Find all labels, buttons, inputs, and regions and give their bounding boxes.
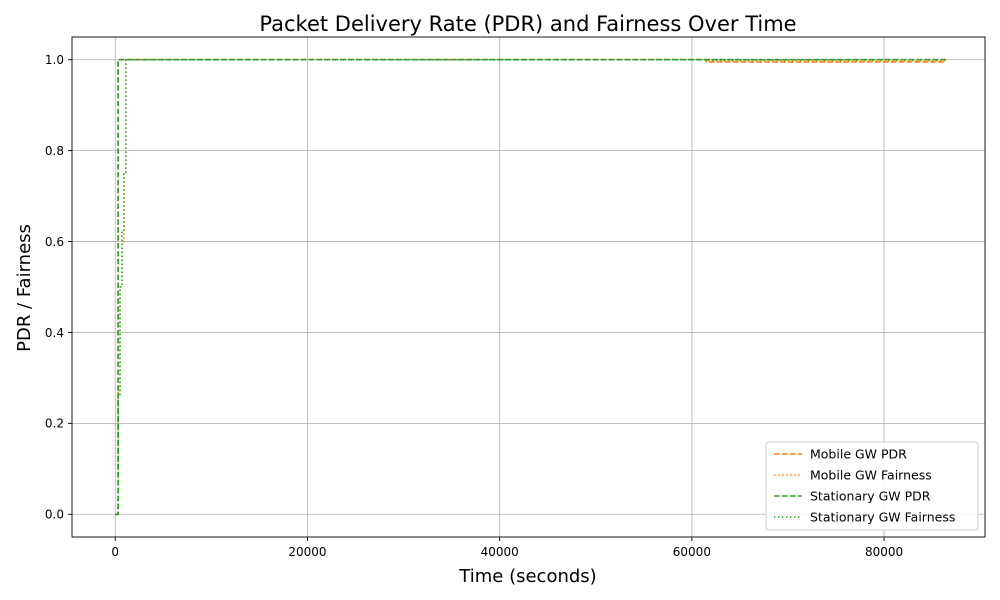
chart-title: Packet Delivery Rate (PDR) and Fairness … (259, 12, 796, 36)
y-tick-label: 0.6 (45, 235, 64, 249)
legend-label: Stationary GW Fairness (810, 510, 955, 525)
legend-box (765, 441, 979, 531)
y-tick-label: 0.2 (45, 417, 64, 431)
x-tick-label: 60000 (673, 545, 711, 559)
x-axis-title: Time (seconds) (458, 566, 596, 587)
plot-frame (71, 36, 986, 538)
y-tick-label: 0.0 (45, 508, 64, 522)
legend: Mobile GW PDR Mobile GW Fairness Stationar… (765, 441, 979, 531)
legend-label: Stationary GW PDR (810, 489, 931, 504)
y-axis-title: PDR / Fairness (14, 224, 35, 352)
x-tick-label: 0 (111, 545, 119, 559)
y-tick-label: 0.8 (45, 144, 64, 158)
x-tick-label: 40000 (481, 545, 519, 559)
x-tick-label: 80000 (865, 545, 903, 559)
x-tick-label: 20000 (288, 545, 326, 559)
y-tick-label: 1.0 (45, 53, 64, 67)
legend-label: Mobile GW PDR (810, 447, 907, 462)
legend-label: Mobile GW Fairness (810, 468, 932, 483)
plot-area: 0 20000 40000 60000 80000 0.0 0.2 0.4 0.6 0.8 1.0 (45, 36, 986, 559)
y-tick-label: 0.4 (45, 326, 64, 340)
series-line-stationary-gw-fairness (115, 58, 946, 516)
